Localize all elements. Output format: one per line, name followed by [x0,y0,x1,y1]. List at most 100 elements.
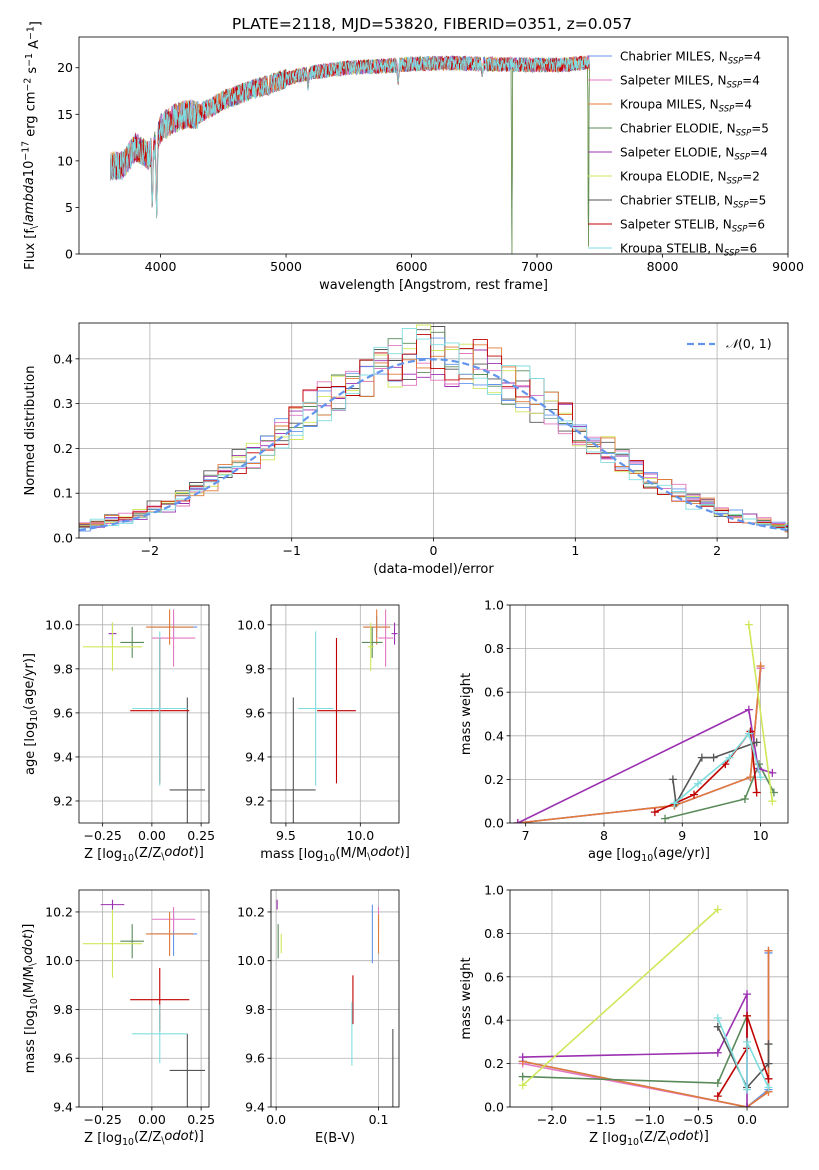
legend-entry: Salpeter STELIB, NSSP=6 [620,218,765,235]
data-point-2 [145,609,194,645]
spectrum-series-8 [110,56,590,219]
y-tick-label: 0.2 [484,1056,504,1071]
weight-marker [743,1037,752,1046]
y-tick-label: 9.8 [245,1002,265,1017]
plot-area [79,324,788,533]
data-point-6 [169,1033,206,1107]
weight-marker [713,1079,722,1088]
axes-frame [78,604,210,824]
x-tick-label: 9 [678,828,686,843]
weight-marker [697,753,706,762]
axes-frame [78,36,789,255]
legend-entry: Salpeter MILES, NSSP=4 [620,74,760,91]
y-axis-label: mass [log10​(M/M\​odot)] [21,924,40,1074]
x-tick-label: 8 [600,828,608,843]
x-tick-label: −0.25 [83,1112,121,1127]
weight-marker [764,1083,773,1092]
weight-marker [709,753,718,762]
y-tick-label: 0.4 [53,351,73,366]
weight-series-8 [717,1017,770,1090]
spectrum-series-3 [110,55,590,254]
weight-series-4 [522,993,748,1107]
histogram-series-0 [79,337,788,532]
weight-series-3 [522,1015,748,1084]
y-tick-label: 0.3 [53,396,73,411]
weight-marker [744,620,753,629]
legend-suffix: =4 [734,98,752,112]
data-point-1 [378,609,394,667]
y-tick-label: 9.4 [53,1100,73,1115]
legend-entry: 𝒩(0, 1) [726,336,772,351]
legend-suffix: =6 [747,218,765,232]
legend-subscript: SSP [727,177,743,187]
weight-marker [668,775,677,784]
y-tick-label: 20 [57,60,73,75]
data-point-8 [132,631,188,786]
legend-label: Kroupa STELIB, N [620,242,724,256]
legend-subscript: SSP [734,153,750,163]
data-point-3 [120,924,144,959]
legend-suffix: =5 [751,122,769,136]
y-tick-label: 0.1 [53,486,73,501]
data-point-8 [297,631,334,786]
x-tick-label: −1 [282,543,300,558]
data-point-5 [82,909,143,978]
weight-series-4 [517,708,773,823]
weight-marker [744,729,753,738]
panel-age-vs-mass: 9.5 10.0 9.2 9.4 9.6 9.8 10.0 mass [log10​(M/M\… [237,604,410,864]
legend-label: Chabrier ELODIE, N [620,122,736,136]
spectrum-series-6 [110,55,590,254]
weight-marker [670,799,679,808]
y-axis-label: Normed distribution [23,366,38,496]
legend-label: Kroupa MILES, N [620,98,719,112]
weight-series-2 [517,665,762,823]
y-tick-label: 10.2 [237,904,265,919]
y-axis-label: mass weight [459,673,474,755]
legend-label: (0, 1) [738,336,772,351]
x-axis-label: E(B-V) [315,1131,355,1146]
weight-marker [740,795,749,804]
legend-subscript: SSP [727,81,743,91]
panel-residuals: −2 −1 0 1 2 0.0 0.1 0.2 0.3 0.4 (data-model)/error… [23,322,789,577]
x-tick-label: 8000 [647,259,679,274]
weight-series-0 [517,668,762,823]
plot-area [82,609,206,823]
y-tick-label: 0.8 [484,641,504,656]
histogram-series-7 [79,333,788,528]
normal-reference-curve [79,358,788,532]
legend-label: Kroupa ELODIE, N [620,170,727,184]
y-tick-label: 10.0 [45,953,73,968]
x-tick-label: 7 [522,828,530,843]
y-tick-label: 0.6 [484,969,504,984]
x-tick-label: 0.00 [138,1112,166,1127]
legend-label: Salpeter STELIB, N [620,218,732,232]
legend-label: Chabrier STELIB, N [620,194,733,208]
y-tick-label: 9.2 [245,793,265,808]
x-tick-label: −0.25 [83,828,121,843]
figure-title: PLATE=2118, MJD=53820, FIBERID=0351, z=0… [232,15,632,33]
y-tick-label: 0.4 [484,1013,504,1028]
weight-series-0 [522,952,770,1107]
weight-marker [764,1074,773,1083]
x-tick-label: 1 [571,543,579,558]
weight-marker [756,773,765,782]
x-tick-label: 7000 [521,259,553,274]
data-point-3 [361,627,383,658]
data-point-1 [151,609,196,667]
weight-marker [768,768,777,777]
weight-series-2 [522,950,770,1107]
weight-series-5 [522,908,719,1086]
x-tick-label: 5000 [270,259,302,274]
y-axis-label: mass weight [459,957,474,1039]
weight-marker [752,738,761,747]
weight-series-6 [717,1026,770,1089]
y-tick-label: 9.2 [53,793,73,808]
y-tick-label: 0.6 [484,685,504,700]
legend-entry: Salpeter ELODIE, NSSP=4 [620,146,768,163]
legend-label: Salpeter MILES, N [620,74,727,88]
x-axis-label: Z [log10​(Z/Z\​odot)] [589,1129,709,1148]
y-tick-label: 10.0 [45,617,73,632]
legend-entry: Kroupa STELIB, NSSP=6 [620,242,757,259]
x-tick-label: −1.0 [634,1112,664,1127]
spectrum-series-0 [110,55,590,217]
